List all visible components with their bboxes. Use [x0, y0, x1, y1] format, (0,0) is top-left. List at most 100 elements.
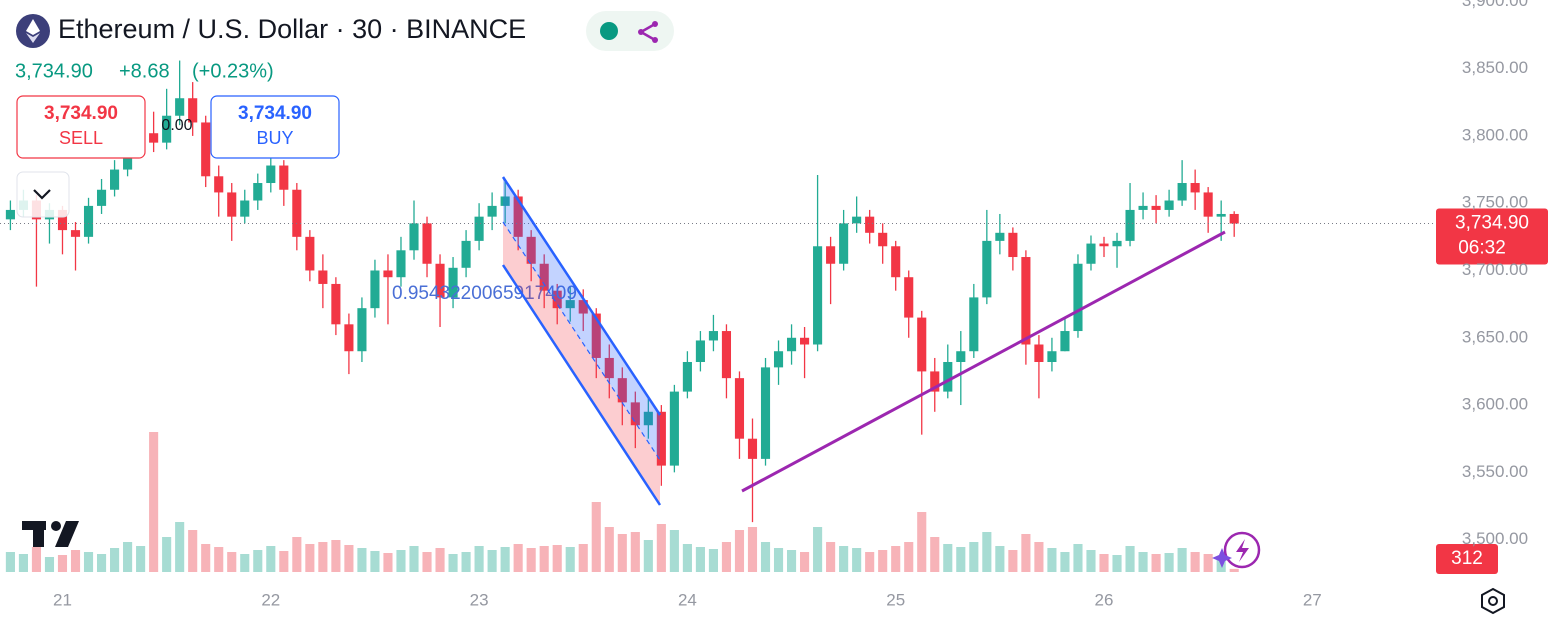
candle-body [396, 250, 406, 278]
volume-bar [266, 546, 276, 572]
candle-body [1021, 257, 1031, 345]
sell-price: 3,734.90 [44, 103, 118, 124]
candle-body [1203, 192, 1213, 217]
volume-bar [852, 548, 862, 572]
assistant-button[interactable] [1212, 531, 1261, 569]
candle-body [708, 331, 718, 341]
volume-bar [682, 544, 692, 572]
candle-body [682, 361, 692, 392]
last-price-text: 3,734.90 [1455, 213, 1529, 234]
settings-button[interactable] [1481, 587, 1505, 615]
candle-body [448, 267, 458, 298]
volume-bar [786, 550, 797, 572]
candle-body [227, 192, 237, 217]
candle-body [70, 230, 81, 237]
y-tick-label: 3,650.00 [1462, 327, 1528, 346]
volume-bar [565, 547, 575, 572]
y-tick-label: 3,900.00 [1462, 0, 1528, 10]
volume-bar [747, 527, 758, 572]
candle-body [604, 357, 614, 379]
volume-bar [214, 547, 224, 572]
y-tick-label: 3,550.00 [1462, 462, 1528, 481]
buy-button[interactable]: 3,734.90 BUY [210, 95, 340, 159]
volume-bar [813, 527, 823, 572]
collapse-button[interactable] [16, 171, 70, 218]
volume-bar [5, 552, 15, 572]
volume-bar [500, 547, 510, 572]
volume-bar [318, 542, 328, 572]
volume-bar [1034, 542, 1044, 572]
volume-bar [1008, 550, 1018, 572]
volume-bar [383, 553, 393, 572]
candle-body [956, 351, 966, 362]
volume-bar [357, 548, 367, 572]
volume-bar [1021, 534, 1031, 572]
volume-bar [1138, 552, 1148, 572]
volume-bar [513, 544, 523, 572]
candle-body [240, 200, 250, 217]
channel-line [501, 176, 662, 416]
volume-bar [83, 552, 94, 572]
candle-body [760, 367, 771, 459]
candle-body [435, 263, 445, 298]
candle-body [409, 223, 419, 251]
candle-body [565, 300, 575, 309]
channel-upper-fill [503, 177, 660, 460]
volume-bar [201, 544, 211, 572]
volume-bar [44, 557, 55, 572]
candle-body [1125, 209, 1135, 241]
sell-button[interactable]: 3,734.90 SELL [16, 95, 146, 159]
volume-bar [800, 552, 810, 572]
candle-body [1164, 200, 1174, 210]
candle-body [826, 246, 836, 264]
volume-bar [1099, 554, 1109, 572]
drawing-label: 0.9543220065917409 [392, 283, 577, 304]
candle-body [695, 340, 705, 362]
volume-bar [734, 530, 745, 572]
x-tick-label: 22 [261, 590, 280, 609]
volume-bar [969, 542, 979, 572]
volume-bar [591, 502, 601, 572]
price-scale-tags: 3,734.90 06:32 312 [1436, 208, 1548, 574]
volume-bar [604, 527, 614, 572]
volume-bar [630, 532, 640, 572]
channel-lower-fill [503, 222, 660, 505]
candle-body [786, 337, 797, 352]
candle-body [526, 236, 536, 264]
candle-body [578, 300, 588, 314]
y-tick-label: 3,850.00 [1462, 58, 1528, 77]
candle-body [357, 308, 367, 352]
buy-label: BUY [256, 128, 293, 148]
candle-body [721, 331, 732, 379]
candle-body [292, 189, 302, 237]
volume-bar [409, 546, 419, 572]
volume-bar [1086, 550, 1096, 572]
volume-bar [826, 542, 836, 572]
candle-body [162, 115, 172, 143]
candle-body [878, 232, 888, 247]
volume-bar [149, 432, 159, 572]
volume-bar [1229, 568, 1239, 572]
volume-bar [1190, 552, 1200, 572]
candle-body [852, 216, 862, 224]
volume-bar [396, 550, 406, 572]
candle-body [539, 263, 549, 291]
price-change-pct: (+0.23%) [192, 60, 274, 82]
volume-bar [578, 544, 588, 572]
y-tick-label: 3,800.00 [1462, 125, 1528, 144]
candle-body [149, 133, 159, 143]
volume-bar [1047, 548, 1057, 572]
volume-bar [305, 544, 315, 572]
volume-bar [1203, 554, 1213, 572]
volume-bar [552, 545, 562, 572]
volume-bar [1151, 554, 1161, 572]
volume-bar [1177, 548, 1187, 572]
x-tick-label: 25 [886, 590, 905, 609]
volume-bar [943, 544, 953, 572]
candle-body [773, 351, 784, 368]
status-pill[interactable] [586, 11, 674, 51]
volume-bar [331, 540, 341, 572]
x-tick-label: 21 [53, 590, 72, 609]
volume-bar [448, 554, 458, 572]
